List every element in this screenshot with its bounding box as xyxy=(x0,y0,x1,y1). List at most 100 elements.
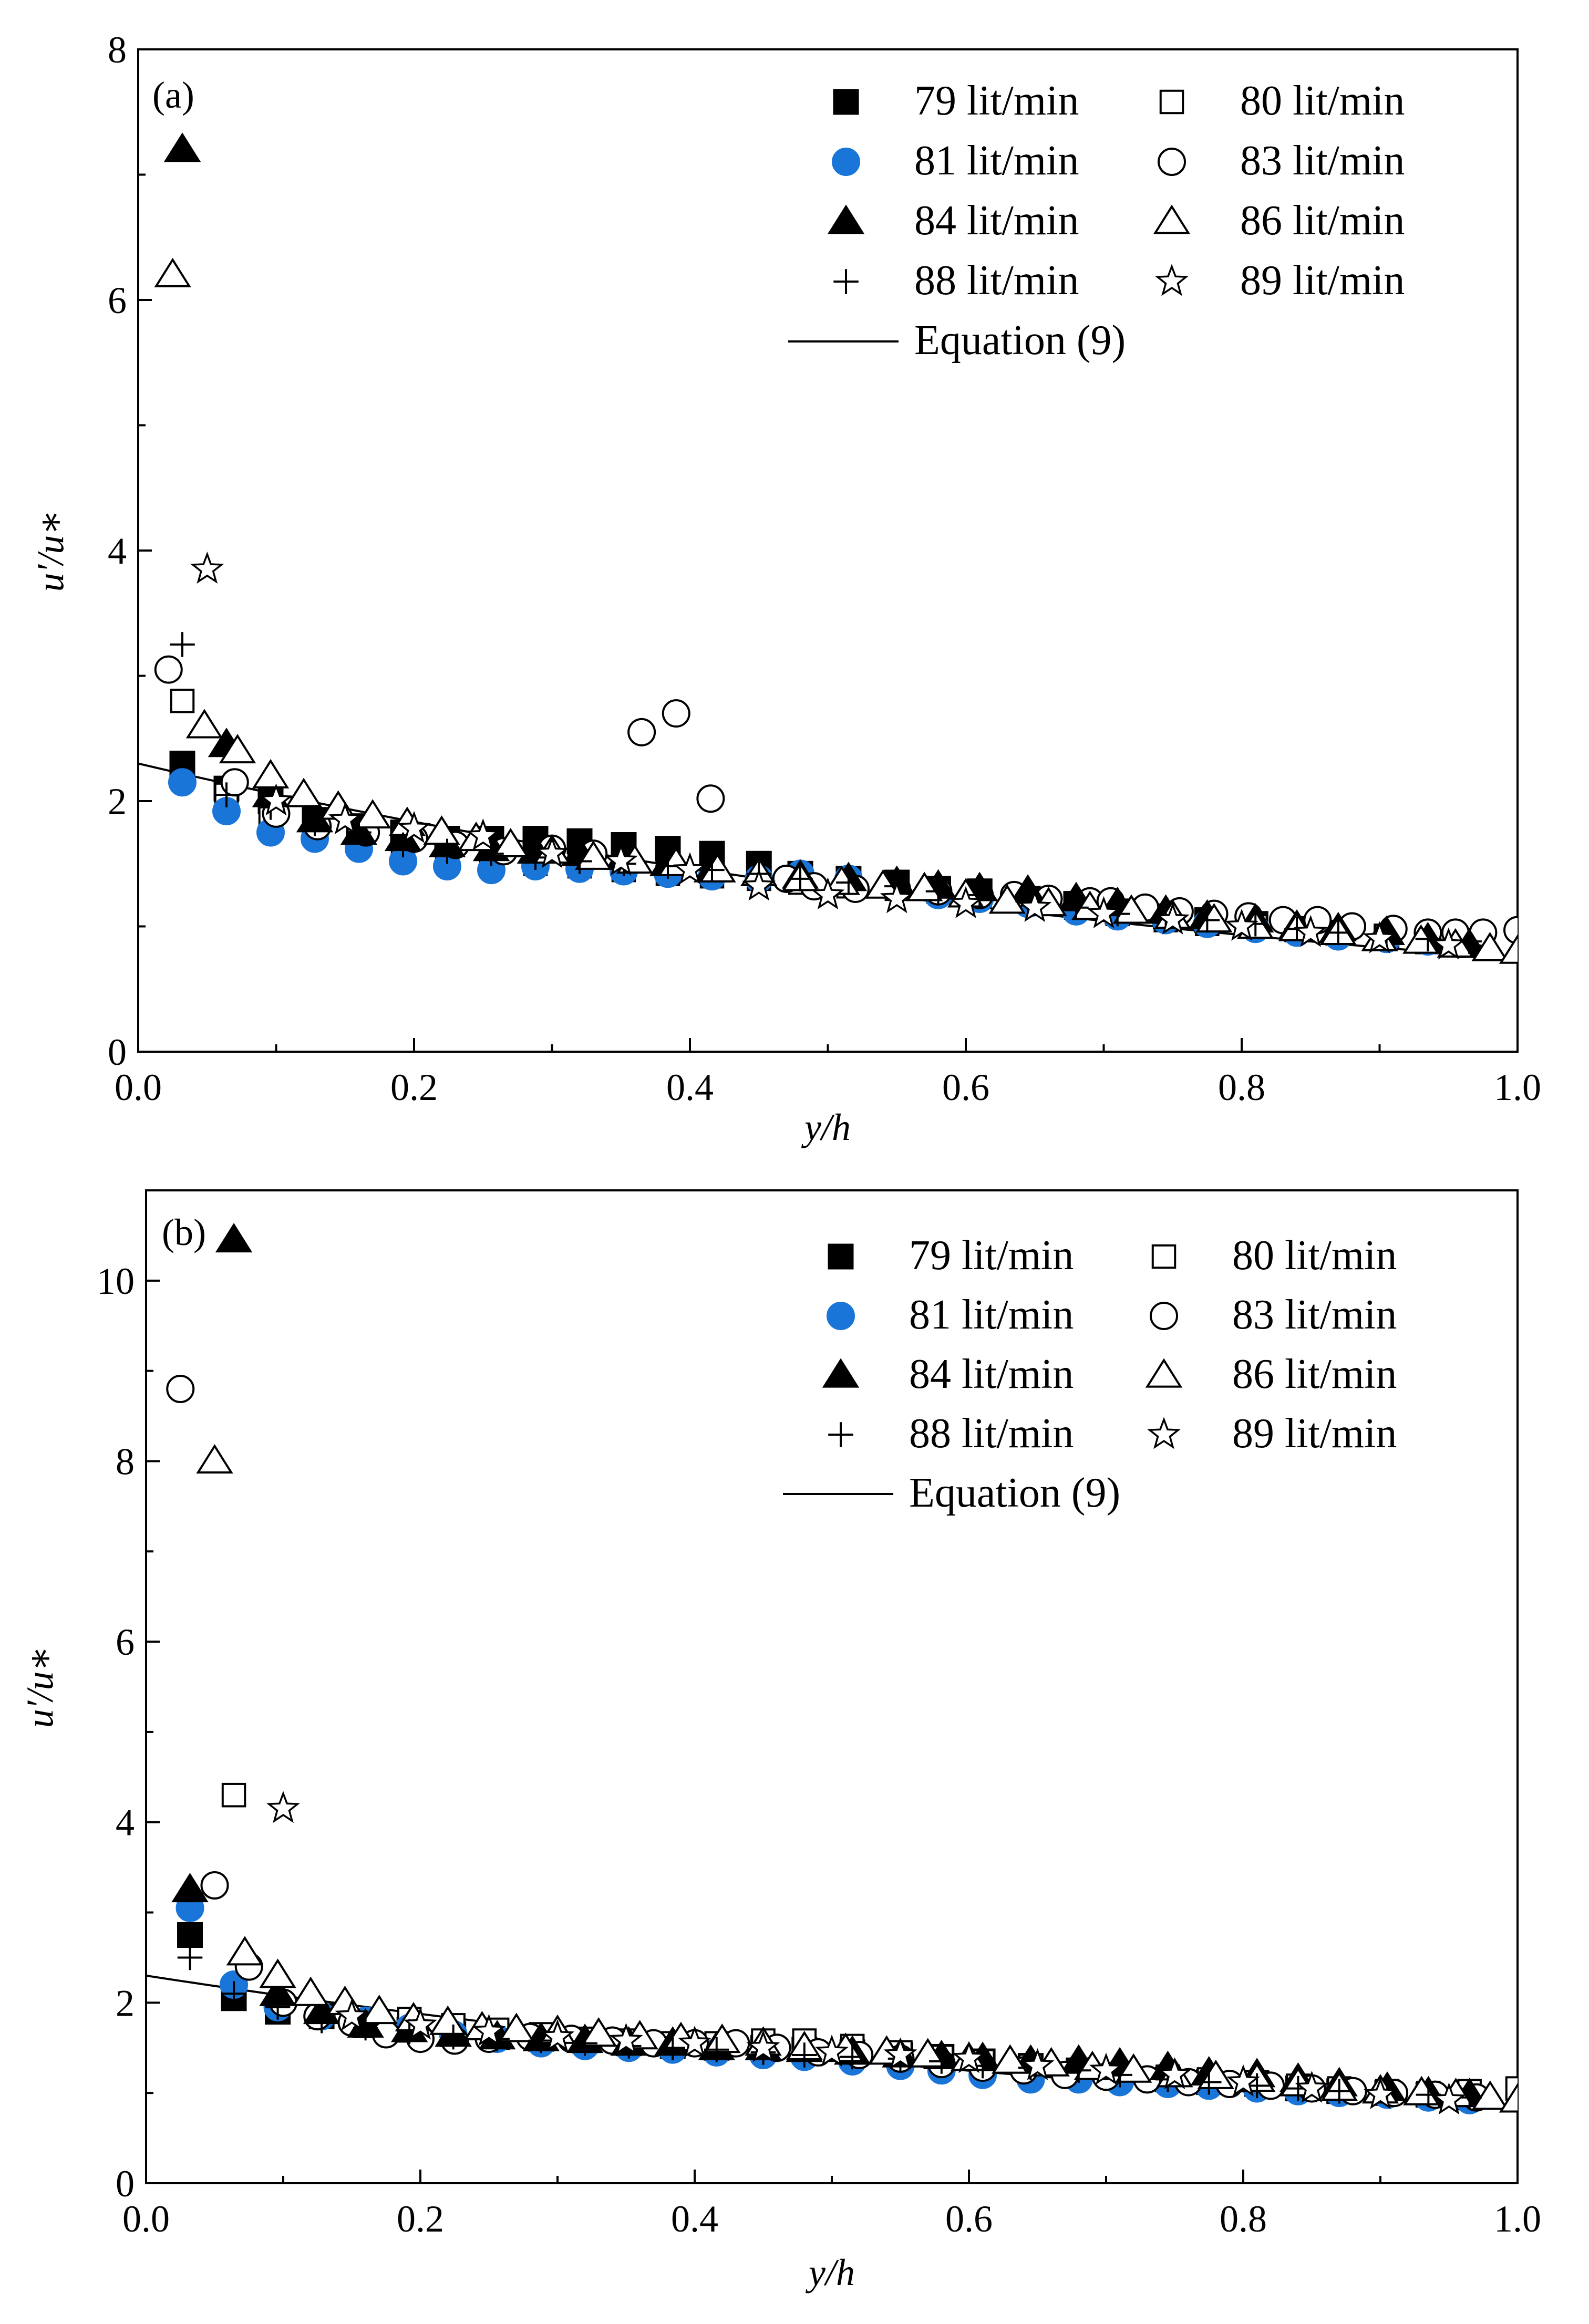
legend-item: 89 lit/min xyxy=(1154,257,1405,304)
data-point xyxy=(925,878,951,904)
legend-item: 84 lit/min xyxy=(827,198,1079,244)
data-point xyxy=(168,768,197,797)
data-point xyxy=(1471,931,1509,961)
panel-a: 0 2 4 6 8 0.0 0.2 0.4 0.6 0.8 1.0 (a) y/h u′/u∗ 7… xyxy=(29,29,1541,1148)
legend-marker xyxy=(833,269,859,294)
data-point xyxy=(265,1995,291,2020)
data-point xyxy=(335,1998,369,2031)
data-point xyxy=(880,881,914,914)
x-tick-label: 0.2 xyxy=(390,1066,438,1108)
data-point xyxy=(170,688,195,713)
data-point xyxy=(523,845,548,870)
data-point xyxy=(435,838,460,864)
legend-label: 79 lit/min xyxy=(909,1232,1074,1279)
x-axis-title: y/h xyxy=(805,2252,855,2294)
data-point xyxy=(699,853,736,883)
y-tick-label: 0 xyxy=(116,2163,135,2205)
legend-marker xyxy=(1154,264,1189,296)
legend-marker xyxy=(1159,89,1184,115)
data-point xyxy=(883,2037,917,2070)
data-point xyxy=(200,1871,229,1900)
legend-item: 79 lit/min xyxy=(833,78,1079,124)
legend: 79 lit/min 80 lit/min 81 lit/min 83 lit/min… xyxy=(788,78,1405,364)
data-point xyxy=(259,1958,296,1988)
legend-item: 83 lit/min xyxy=(1150,1292,1397,1338)
data-point xyxy=(1363,921,1397,953)
data-point xyxy=(788,866,813,891)
data-point xyxy=(170,632,195,657)
y-tick-label: 4 xyxy=(108,530,127,572)
y-tick-label: 8 xyxy=(116,1440,135,1482)
y-axis-title: u′/u∗ xyxy=(29,510,71,592)
data-point xyxy=(746,2030,780,2062)
data-point xyxy=(360,1995,398,2025)
legend-marker xyxy=(1147,1417,1181,1449)
data-point xyxy=(988,884,1026,914)
data-point xyxy=(440,2024,466,2050)
data-point xyxy=(1415,926,1441,952)
legend-label: 84 lit/min xyxy=(909,1351,1074,1397)
data-point xyxy=(292,1976,329,2006)
data-point xyxy=(627,718,656,746)
series-89-lit-min xyxy=(190,551,1466,960)
data-point xyxy=(1194,907,1220,933)
data-point xyxy=(423,815,460,845)
legend-item: 80 lit/min xyxy=(1159,78,1405,124)
axis-ticks xyxy=(145,1279,1519,2184)
legend-marker xyxy=(1153,204,1191,234)
data-point xyxy=(1224,908,1259,941)
data-point xyxy=(604,843,638,876)
data-point xyxy=(196,1444,233,1474)
legend-label: 81 lit/min xyxy=(914,138,1079,184)
data-point xyxy=(609,2022,643,2055)
legend-label: 89 lit/min xyxy=(1232,1410,1397,1457)
data-point xyxy=(704,2037,729,2062)
data-point xyxy=(1196,2069,1222,2095)
legend-item: 83 lit/min xyxy=(1158,138,1405,184)
series-89-lit-min xyxy=(266,1791,1466,2115)
data-point xyxy=(221,1782,246,1808)
legend-label: 89 lit/min xyxy=(1240,257,1405,304)
legend-item: 80 lit/min xyxy=(1151,1232,1397,1279)
data-point xyxy=(823,865,860,895)
legend-marker xyxy=(827,204,865,234)
data-point xyxy=(309,2008,334,2034)
data-point xyxy=(580,2017,617,2047)
data-point xyxy=(166,1375,195,1403)
data-point xyxy=(429,2005,467,2035)
data-point xyxy=(1226,2064,1261,2097)
data-point xyxy=(864,869,902,899)
data-point xyxy=(492,827,529,858)
data-point xyxy=(226,1936,264,1966)
legend-label: 79 lit/min xyxy=(914,78,1079,124)
data-point xyxy=(952,2041,986,2073)
data-point xyxy=(909,2038,946,2068)
axis-ticks xyxy=(137,48,1519,1053)
x-axis-title: y/h xyxy=(801,1106,851,1148)
legend-label: 86 lit/min xyxy=(1232,1351,1397,1397)
y-tick-labels: 0 2 4 6 8 10 xyxy=(97,1260,135,2205)
data-point xyxy=(1431,927,1466,960)
data-point xyxy=(1326,920,1351,946)
legend-marker xyxy=(828,1243,854,1270)
legend-marker xyxy=(1158,148,1186,176)
data-point xyxy=(1295,2070,1329,2103)
x-tick-label: 0.6 xyxy=(945,2198,993,2240)
y-tick-label: 6 xyxy=(108,279,127,321)
data-point xyxy=(992,2044,1029,2074)
legend-label: 80 lit/min xyxy=(1240,78,1405,124)
data-point xyxy=(742,868,776,901)
data-point xyxy=(1503,916,1518,945)
legend-item: 79 lit/min xyxy=(828,1232,1074,1279)
y-tick-label: 2 xyxy=(116,1982,135,2024)
data-point xyxy=(266,1791,301,1823)
data-point xyxy=(190,551,224,584)
data-point xyxy=(836,870,861,895)
data-point xyxy=(840,2044,865,2070)
data-point xyxy=(1326,2079,1352,2104)
data-point xyxy=(1403,2076,1440,2105)
legend-label: Equation (9) xyxy=(909,1470,1120,1516)
y-tick-label: 0 xyxy=(108,1031,127,1073)
x-tick-label: 0.8 xyxy=(1220,2198,1267,2240)
